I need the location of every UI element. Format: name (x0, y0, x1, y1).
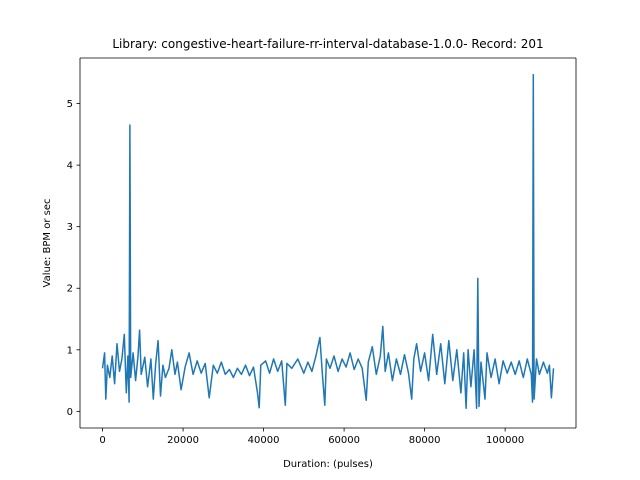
axes-frame (79, 57, 577, 429)
series-line-rr-interval (101, 73, 555, 410)
x-tick-label: 100000 (486, 435, 524, 446)
y-axis-ticks: 0 1 2 3 4 5 (67, 99, 80, 418)
x-axis-label: Duration: (pulses) (283, 459, 373, 470)
y-tick-label: 2 (67, 284, 73, 295)
chart-title: Library: congestive-heart-failure-rr-int… (112, 37, 543, 51)
y-tick-label: 5 (67, 99, 73, 110)
x-tick-label: 60000 (328, 435, 360, 446)
plot-area (79, 57, 577, 429)
x-tick-label: 40000 (248, 435, 280, 446)
y-tick-label: 0 (67, 407, 73, 418)
y-axis-label: Value: BPM or sec (42, 199, 53, 288)
x-axis-ticks: 0 20000 40000 60000 80000 100000 (99, 428, 524, 446)
y-tick-label: 1 (67, 345, 73, 356)
y-tick-label: 4 (67, 161, 73, 172)
x-tick-label: 0 (99, 435, 105, 446)
x-tick-label: 20000 (167, 435, 199, 446)
y-tick-label: 3 (67, 222, 73, 233)
x-tick-label: 80000 (409, 435, 441, 446)
